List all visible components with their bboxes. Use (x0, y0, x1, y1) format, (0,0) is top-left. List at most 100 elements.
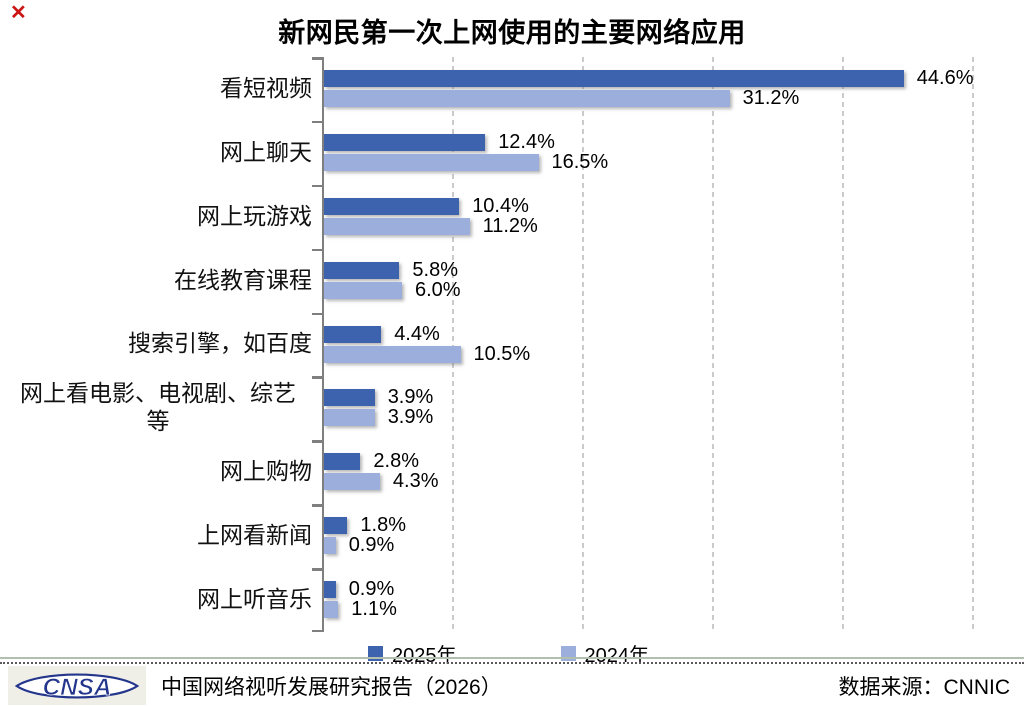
axis-tick (312, 184, 322, 188)
category-row: 网上看电影、电视剧、综艺 等 3.9% 3.9% (0, 376, 1016, 441)
bar-line: 3.9% (324, 406, 1016, 429)
bar-2024年 (324, 90, 730, 107)
bar-line: 4.4% (324, 322, 1016, 345)
value-label: 4.4% (394, 322, 440, 345)
bar-line: 11.2% (324, 214, 1016, 237)
cnsa-logo-text: CNSA (43, 674, 112, 701)
value-label: 4.3% (392, 470, 439, 493)
legend-label-2025: 2025年 (392, 644, 457, 667)
bars-group: 10.4% 11.2% (322, 184, 1016, 249)
bar-line: 1.1% (324, 598, 1016, 620)
category-row: 网上玩游戏 10.4% 11.2% (0, 184, 1016, 249)
gridline-20 (582, 57, 584, 632)
bar-2025年 (324, 389, 375, 407)
chart-rows: 看短视频 44.6% 31.2% 网上聊天 12.4% 16.5% 网上玩游戏 10.4% 11… (0, 57, 1016, 632)
gridline-40 (842, 57, 844, 632)
category-label: 在线教育课程 (174, 267, 312, 293)
value-label: 10.5% (473, 342, 531, 365)
bar-line: 0.9% (324, 578, 1016, 600)
bars-group: 4.4% 10.5% (322, 312, 1016, 377)
category-label: 网上听音乐 (197, 586, 312, 612)
bar-line: 3.9% (324, 386, 1016, 409)
category-row: 上网看新闻 1.8% 0.9% (0, 504, 1016, 568)
bar-line: 10.5% (324, 342, 1016, 365)
value-label: 44.6% (916, 67, 974, 89)
bar-line: 12.4% (324, 131, 1016, 153)
bar-line: 31.2% (324, 87, 1016, 109)
value-label: 0.9% (348, 578, 395, 600)
bars-group: 12.4% 16.5% (322, 120, 1016, 185)
category-row: 网上购物 2.8% 4.3% (0, 440, 1016, 505)
gridline-30 (712, 57, 714, 632)
value-label: 31.2% (742, 87, 800, 109)
category-label: 网上看电影、电视剧、综艺 等 (20, 381, 296, 435)
cnsa-logo: CNSA (8, 666, 146, 705)
axis-tick (312, 568, 322, 571)
value-label: 3.9% (387, 386, 434, 409)
gridlines (312, 57, 1014, 632)
value-label: 16.5% (551, 150, 609, 173)
bars-group: 5.8% 6.0% (322, 248, 1016, 313)
bars-group: 2.8% 4.3% (322, 440, 1016, 505)
category-row: 在线教育课程 5.8% 6.0% (0, 248, 1016, 313)
value-label: 3.9% (387, 406, 434, 429)
chart-title: 新网民第一次上网使用的主要网络应用 (278, 18, 746, 48)
value-label: 6.0% (415, 278, 461, 301)
bar-2025年 (324, 325, 382, 343)
separator-line-bottom (0, 662, 1024, 664)
category-label: 网上聊天 (220, 139, 312, 165)
category-row: 搜索引擎，如百度 4.4% 10.5% (0, 312, 1016, 377)
category-label: 搜索引擎，如百度 (128, 331, 312, 357)
bar-2024年 (324, 537, 336, 555)
category-label: 网上购物 (220, 459, 312, 485)
bar-2024年 (324, 345, 461, 363)
bar-2025年 (324, 70, 904, 87)
bar-2024年 (324, 217, 470, 235)
bar-2024年 (324, 409, 375, 427)
bar-line: 4.3% (324, 470, 1016, 493)
data-source: 数据来源：CNNIC (838, 675, 1011, 699)
value-label: 1.8% (360, 514, 406, 537)
value-label: 2.8% (373, 450, 419, 473)
gridline-10 (452, 57, 454, 632)
bar-line: 6.0% (324, 278, 1016, 301)
bars-group: 1.8% 0.9% (322, 504, 1016, 568)
bar-2024年 (324, 153, 539, 171)
bar-line: 16.5% (324, 150, 1016, 173)
axis-tick (312, 504, 322, 507)
bar-line: 5.8% (324, 259, 1016, 281)
footer-bar: CNSA 中国网络视听发展研究报告（2026） 数据来源：CNNIC (0, 665, 1024, 706)
bar-line: 0.9% (324, 534, 1016, 557)
bar-2024年 (324, 473, 380, 491)
bar-2025年 (324, 133, 486, 151)
bars-group: 0.9% 1.1% (322, 568, 1016, 632)
bar-line: 10.4% (324, 195, 1016, 217)
gridline-50 (972, 57, 974, 632)
bar-line: 2.8% (324, 450, 1016, 473)
value-label: 0.9% (348, 534, 395, 557)
bar-2025年 (324, 197, 460, 215)
category-row: 网上聊天 12.4% 16.5% (0, 120, 1016, 185)
axis-tick (312, 120, 322, 124)
bar-2024年 (324, 281, 402, 299)
bar-2025年 (324, 261, 400, 279)
separator-line-top (0, 657, 1024, 659)
red-cross-mark: ✕ (10, 2, 27, 24)
cnsa-logo-icon: CNSA (14, 672, 140, 701)
axis-tick (312, 312, 322, 316)
category-label: 上网看新闻 (197, 523, 312, 549)
bar-2025年 (324, 581, 336, 598)
axis-tick (312, 376, 322, 379)
axis-tick (312, 440, 322, 443)
category-row: 网上听音乐 0.9% 1.1% (0, 568, 1016, 632)
report-title: 中国网络视听发展研究报告（2026） (161, 675, 502, 699)
axis-tick (312, 629, 322, 632)
value-label: 11.2% (482, 214, 538, 237)
bar-2025年 (324, 517, 348, 535)
bar-2024年 (324, 601, 339, 618)
axis-tick (312, 248, 322, 252)
category-label: 网上玩游戏 (197, 203, 312, 229)
bars-group: 44.6% 31.2% (322, 57, 1016, 121)
bars-group: 3.9% 3.9% (322, 376, 1016, 441)
